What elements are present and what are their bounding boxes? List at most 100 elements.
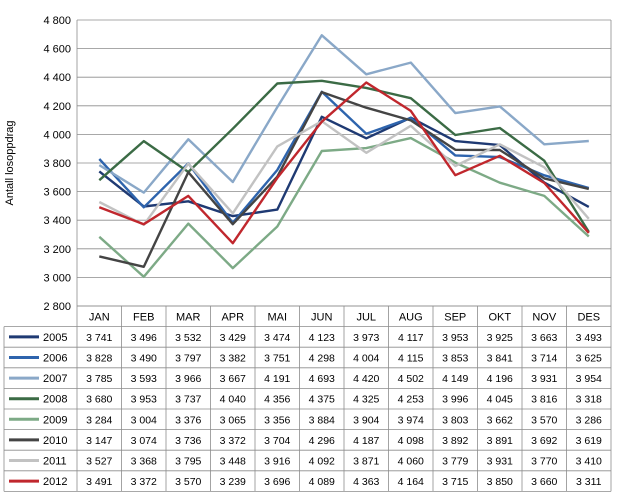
y-tick-label: 4 200: [43, 101, 71, 113]
y-tick-label: 2 800: [43, 301, 71, 313]
table-cell-value: 4 045: [487, 394, 513, 406]
table-cell-value: 4 187: [353, 435, 379, 447]
table-cell-value: 3 372: [131, 476, 157, 488]
table-cell-value: 4 502: [398, 373, 424, 385]
table-cell-value: 4 092: [309, 456, 335, 468]
x-category-label: OKT: [488, 312, 511, 324]
table-cell-value: 3 660: [531, 476, 557, 488]
table-cell-value: 3 004: [131, 414, 157, 426]
table-cell-value: 3 737: [175, 394, 201, 406]
grid-layer: [76, 19, 612, 307]
series-line-2005: [98, 115, 590, 218]
table-cell-value: 3 490: [131, 353, 157, 365]
table-cell-value: 3 410: [576, 456, 602, 468]
table-cell-value: 3 892: [442, 435, 468, 447]
table-cell-value: 3 871: [353, 456, 379, 468]
table-cell-value: 4 089: [309, 476, 335, 488]
table-cell-value: 3 147: [86, 435, 112, 447]
table-cell-value: 4 164: [398, 476, 424, 488]
table-cell-value: 4 420: [353, 373, 379, 385]
table-cell-value: 3 284: [86, 414, 112, 426]
table-cell-value: 3 797: [175, 353, 201, 365]
series-line-2010: [99, 90, 590, 268]
table-cell-value: 3 715: [442, 476, 468, 488]
table-cell-value: 3 704: [264, 435, 290, 447]
table-cell-value: 3 741: [86, 332, 112, 344]
x-category-label: JUL: [356, 312, 376, 324]
table-cell-value: 3 770: [531, 456, 557, 468]
series-line-2012: [98, 81, 590, 245]
y-tick-label: 4 000: [43, 129, 71, 141]
table-cell-value: 3 663: [531, 332, 557, 344]
table-cell-value: 4 060: [398, 456, 424, 468]
table-cell-value: 3 931: [531, 373, 557, 385]
table-cell-value: 3 891: [487, 435, 513, 447]
table-cell-value: 3 696: [264, 476, 290, 488]
table-cell-value: 3 785: [86, 373, 112, 385]
series-line-2008: [98, 79, 590, 233]
y-tick-label: 3 800: [43, 158, 71, 170]
table-cell-value: 3 779: [442, 456, 468, 468]
series-line-2011: [98, 119, 590, 227]
table-cell-value: 3 619: [576, 435, 602, 447]
y-tick-label: 3 600: [43, 187, 71, 199]
table-cell-value: 3 570: [175, 476, 201, 488]
table-cell-value: 3 841: [487, 353, 513, 365]
table-cell-value: 3 429: [220, 332, 246, 344]
table-cell-value: 3 973: [353, 332, 379, 344]
table-cell-value: 3 372: [220, 435, 246, 447]
legend-label: 2009: [43, 414, 67, 426]
table-cell-value: 3 953: [131, 394, 157, 406]
table-cell-value: 3 803: [442, 414, 468, 426]
table-cell-value: 4 117: [398, 332, 424, 344]
x-category-label: SEP: [444, 312, 466, 324]
legend-label: 2008: [43, 394, 67, 406]
legend-label: 2011: [43, 456, 67, 468]
table-cell-value: 3 692: [531, 435, 557, 447]
table-cell-value: 3 368: [131, 456, 157, 468]
table-cell-value: 3 916: [264, 456, 290, 468]
y-axis-label: Antall losoppdrag: [4, 120, 16, 205]
table-cell-value: 3 904: [353, 414, 379, 426]
table-cell-value: 3 925: [487, 332, 513, 344]
x-category-label: JAN: [89, 312, 110, 324]
table-cell-value: 3 850: [487, 476, 513, 488]
table-cell-value: 3 074: [131, 435, 157, 447]
table-cell-value: 3 496: [131, 332, 157, 344]
table-cell-value: 3 966: [175, 373, 201, 385]
series-layer: [98, 34, 590, 278]
legend-label: 2012: [43, 476, 67, 488]
y-tick-label: 4 600: [43, 44, 71, 56]
table-cell-value: 3 751: [264, 353, 290, 365]
table-cell-value: 4 356: [264, 394, 290, 406]
x-category-label: JUN: [311, 312, 332, 324]
data-table: JAN FEB MAR APR MAI JUN JUL AUG SEP OKT NOV DES 2005…: [3, 305, 612, 492]
series-line-2007: [98, 34, 589, 194]
x-category-label: FEB: [133, 312, 154, 324]
legend-label: 2006: [43, 353, 67, 365]
table-cell-value: 3 953: [442, 332, 468, 344]
table-cell-value: 4 375: [309, 394, 335, 406]
table-cell-value: 3 884: [309, 414, 335, 426]
table-cell-value: 3 448: [220, 456, 246, 468]
y-tick-label: 3 400: [43, 215, 71, 227]
table-cell-value: 3 491: [86, 476, 112, 488]
table-cell-value: 3 356: [264, 414, 290, 426]
table-cell-value: 3 311: [576, 476, 602, 488]
table-cell-value: 4 123: [309, 332, 335, 344]
table-cell-value: 3 662: [487, 414, 513, 426]
table-cell-value: 4 296: [309, 435, 335, 447]
table-cell-value: 3 625: [576, 353, 602, 365]
table-cell-value: 3 853: [442, 353, 468, 365]
x-category-label: AUG: [399, 312, 423, 324]
series-line-2009: [98, 136, 590, 278]
table-cell-value: 3 376: [175, 414, 201, 426]
table-cell-value: 3 714: [531, 353, 557, 365]
table-cell-value: 3 795: [175, 456, 201, 468]
table-cell-value: 3 065: [220, 414, 246, 426]
legend-label: 2005: [43, 332, 67, 344]
table-cell-value: 4 098: [398, 435, 424, 447]
y-tick-label: 4 400: [43, 72, 71, 84]
